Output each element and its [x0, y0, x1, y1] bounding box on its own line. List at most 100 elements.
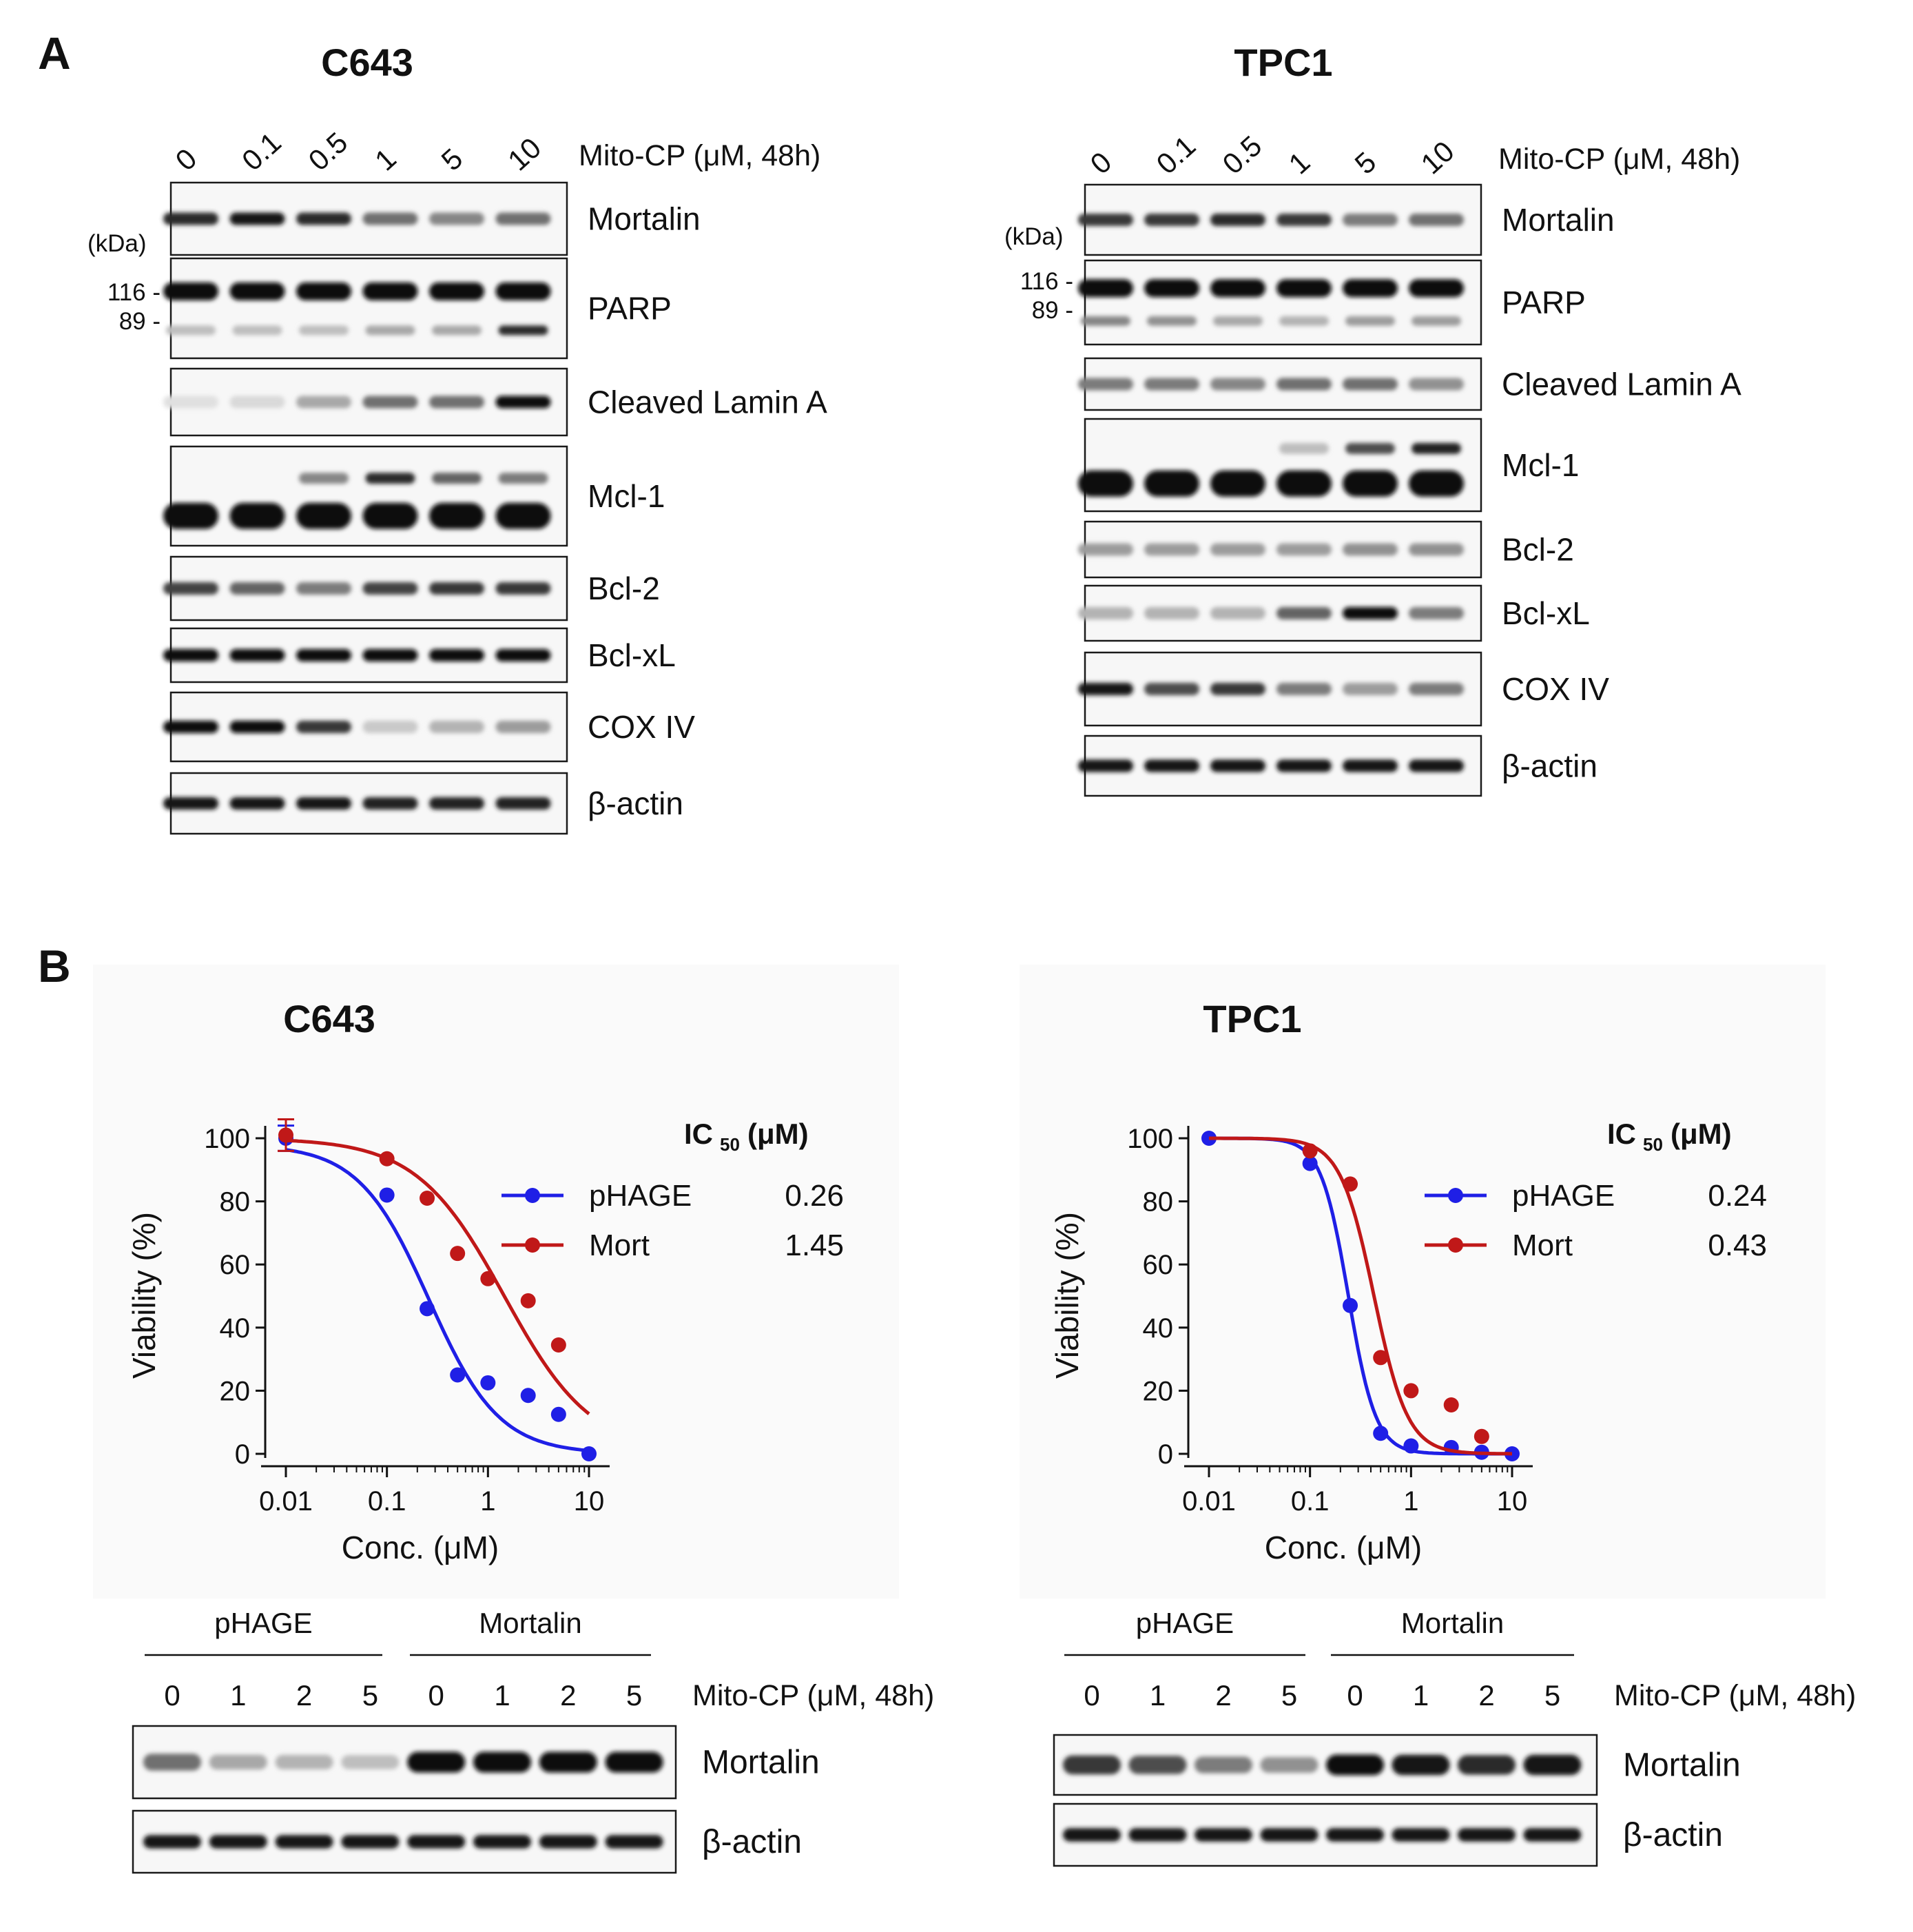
blot-row: β-actin	[1053, 1802, 1723, 1867]
x-tick-label: 0.1	[1291, 1486, 1330, 1517]
blot-band	[429, 212, 484, 225]
dose-label: 0	[1347, 1679, 1363, 1712]
ic50-value: 0.24	[1708, 1179, 1767, 1213]
blot-band	[429, 502, 484, 529]
protein-label: Mortalin	[702, 1745, 820, 1781]
blot-band	[1343, 683, 1398, 695]
panel-a-c643: C643 0 0.1 0.5 1 5 10 Mito-CP (μM, 48h) (kDa)…	[87, 41, 827, 835]
blot-band	[1144, 683, 1199, 695]
blot-band-cleaved	[166, 325, 216, 336]
blot-band-upper	[1345, 442, 1395, 454]
blot-band	[1343, 378, 1398, 391]
blot-row: Mortalin	[1053, 1734, 1741, 1796]
blot-band-cleaved	[1147, 316, 1197, 326]
dose-labels: 0 0.1 0.5 1 5 10	[1084, 130, 1460, 181]
panel-b-blot-tpc1: pHAGE Mortalin 0 1 2 5 0 1 2 5 Mito-CP (μM, 48h) Mo…	[1053, 1607, 1856, 1867]
data-point	[420, 1301, 435, 1317]
treatment-label: Mito-CP (μM, 48h)	[692, 1679, 934, 1712]
blot-band	[163, 212, 218, 225]
blot-band	[229, 282, 285, 300]
kda-label: (kDa)	[1004, 223, 1064, 250]
data-point	[480, 1271, 496, 1286]
data-point	[1302, 1143, 1318, 1159]
protein-label: Mcl-1	[588, 478, 665, 514]
blot-row: Bcl-xL	[163, 627, 676, 684]
blot-band	[1210, 470, 1265, 497]
blot-band	[1128, 1828, 1187, 1842]
blot-band	[495, 721, 551, 733]
blot-band	[429, 797, 484, 810]
data-point	[581, 1446, 597, 1461]
blot-band	[1392, 1754, 1450, 1776]
blot-band	[1343, 607, 1398, 619]
blot-band	[429, 282, 484, 300]
blot-band	[163, 282, 218, 300]
blot-band	[495, 797, 551, 810]
blot-band	[1343, 470, 1398, 497]
data-point	[450, 1246, 466, 1262]
blot-band	[1260, 1828, 1319, 1842]
blot-band-cleaved	[299, 325, 349, 336]
blot-band	[1063, 1828, 1121, 1842]
dose-label: 0.1	[236, 126, 287, 177]
ic50-value: 1.45	[785, 1229, 844, 1262]
x-tick-label: 0.1	[368, 1486, 406, 1517]
x-tick-label: 0.01	[259, 1486, 313, 1517]
y-tick-label: 80	[220, 1187, 251, 1217]
group-label: pHAGE	[1136, 1607, 1234, 1639]
blot-band	[1326, 1828, 1384, 1842]
blot-band	[362, 502, 418, 529]
blot-band	[1195, 1756, 1252, 1774]
blot-band	[362, 282, 418, 300]
blot-band	[1078, 279, 1133, 298]
blot-band-cleaved	[365, 325, 415, 336]
dose-label: 0.5	[302, 126, 354, 177]
blot-band-upper	[299, 473, 349, 484]
panel-letter-a: A	[38, 28, 71, 79]
protein-label: Cleaved Lamin A	[588, 384, 827, 420]
data-point	[278, 1127, 293, 1143]
blot-band	[429, 582, 484, 595]
blot-band	[362, 395, 418, 409]
blot-band	[1144, 378, 1199, 391]
blot-band-cleaved	[498, 325, 548, 336]
blot-band	[1276, 214, 1332, 226]
blot-band	[1523, 1754, 1582, 1776]
y-tick-label: 100	[204, 1124, 250, 1154]
data-point	[520, 1388, 536, 1404]
blot-band	[1276, 683, 1332, 695]
blot-band	[1210, 607, 1265, 619]
series-mort: Mort 0.43	[1209, 1136, 1767, 1456]
protein-label: Bcl-2	[588, 571, 660, 606]
blot-row: Bcl-2	[1078, 520, 1574, 579]
ic50-unit: (μM)	[747, 1118, 809, 1150]
blot-band	[1276, 470, 1332, 497]
y-axis-title: Viability (%)	[126, 1212, 162, 1379]
dose-label: 1	[1283, 145, 1316, 181]
data-point	[1343, 1176, 1358, 1192]
blot-band	[1343, 759, 1398, 772]
kda-label: (kDa)	[87, 230, 147, 257]
y-tick-label: 0	[235, 1439, 250, 1470]
blot-band	[229, 502, 285, 529]
blot-band	[1144, 543, 1199, 556]
dose-label: 10	[501, 131, 547, 176]
legend-marker	[1448, 1188, 1463, 1203]
y-tick-label: 20	[220, 1376, 251, 1406]
blot-strip	[169, 445, 568, 547]
protein-label: Cleaved Lamin A	[1502, 367, 1741, 402]
ic50-unit: (μM)	[1671, 1118, 1732, 1150]
blot-row: Mcl-1	[163, 445, 665, 547]
blot-band	[1078, 470, 1133, 497]
chart-title: C643	[283, 997, 375, 1040]
blot-band	[407, 1751, 466, 1773]
protein-label: PARP	[1502, 285, 1586, 320]
panel-b-chart-c643: C643 0 20 40 60 80 100 0.01 0.1 1 10 Conc. (μM) Via…	[126, 997, 844, 1565]
axes: 0 20 40 60 80 100 0.01 0.1 1 10 Conc. (μM) Viabilit…	[1049, 1124, 1533, 1565]
panel-b-right-backdrop	[1020, 965, 1826, 1599]
blot-band-upper	[365, 473, 415, 484]
blot-band	[1210, 279, 1265, 298]
blot-rows: Mortalin PARP Cleaved Lamin A Mcl-1 Bcl-2 Bcl…	[163, 181, 827, 835]
blot-band	[163, 797, 218, 810]
